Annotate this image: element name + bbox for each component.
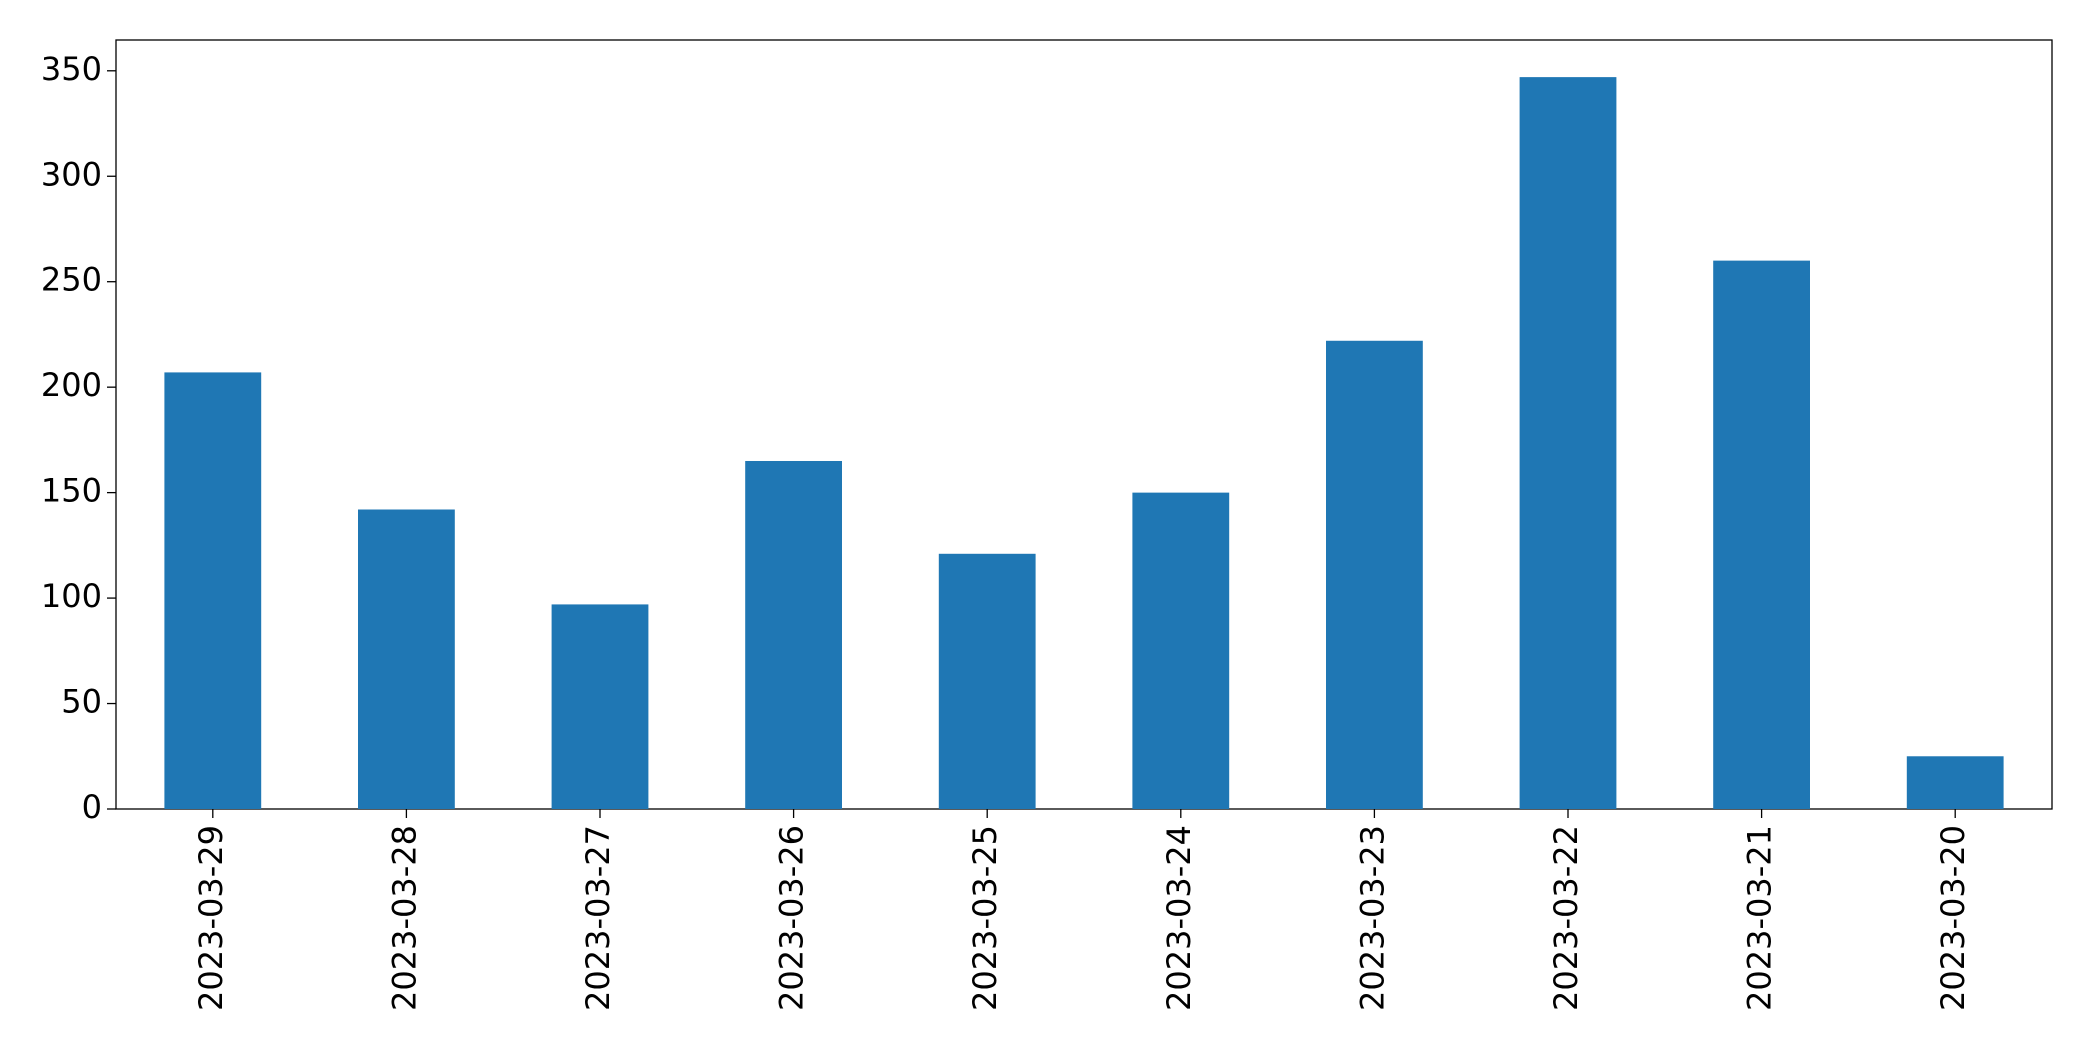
y-tick-label: 0 bbox=[82, 788, 102, 826]
x-tick-label: 2023-03-21 bbox=[1741, 825, 1779, 1011]
x-tick-label: 2023-03-22 bbox=[1547, 825, 1585, 1011]
bar bbox=[1906, 756, 2004, 809]
bar bbox=[1326, 340, 1423, 809]
bar bbox=[1519, 77, 1617, 810]
x-tick-label: 2023-03-20 bbox=[1934, 825, 1972, 1011]
y-tick-label: 150 bbox=[41, 472, 102, 510]
x-tick-label: 2023-03-28 bbox=[385, 825, 423, 1011]
x-tick-label: 2023-03-26 bbox=[773, 825, 811, 1011]
bar bbox=[358, 509, 455, 809]
bar bbox=[1713, 260, 1810, 809]
x-tick-label: 2023-03-25 bbox=[966, 825, 1004, 1011]
y-tick-label: 300 bbox=[41, 155, 102, 193]
bar bbox=[745, 460, 842, 809]
bar bbox=[164, 372, 262, 809]
bar bbox=[551, 604, 649, 809]
x-tick-label: 2023-03-24 bbox=[1160, 825, 1198, 1011]
x-tick-label: 2023-03-27 bbox=[579, 825, 617, 1011]
y-tick-label: 200 bbox=[41, 366, 102, 404]
y-tick-label: 350 bbox=[41, 50, 102, 88]
x-tick-label: 2023-03-29 bbox=[192, 825, 230, 1011]
bar bbox=[938, 553, 1036, 809]
y-tick-label: 250 bbox=[41, 261, 102, 299]
y-tick-label: 50 bbox=[61, 683, 102, 721]
plot-frame bbox=[115, 39, 2053, 810]
x-tick-label: 2023-03-23 bbox=[1353, 825, 1391, 1011]
y-tick-label: 100 bbox=[41, 577, 102, 615]
bar bbox=[1132, 492, 1230, 809]
